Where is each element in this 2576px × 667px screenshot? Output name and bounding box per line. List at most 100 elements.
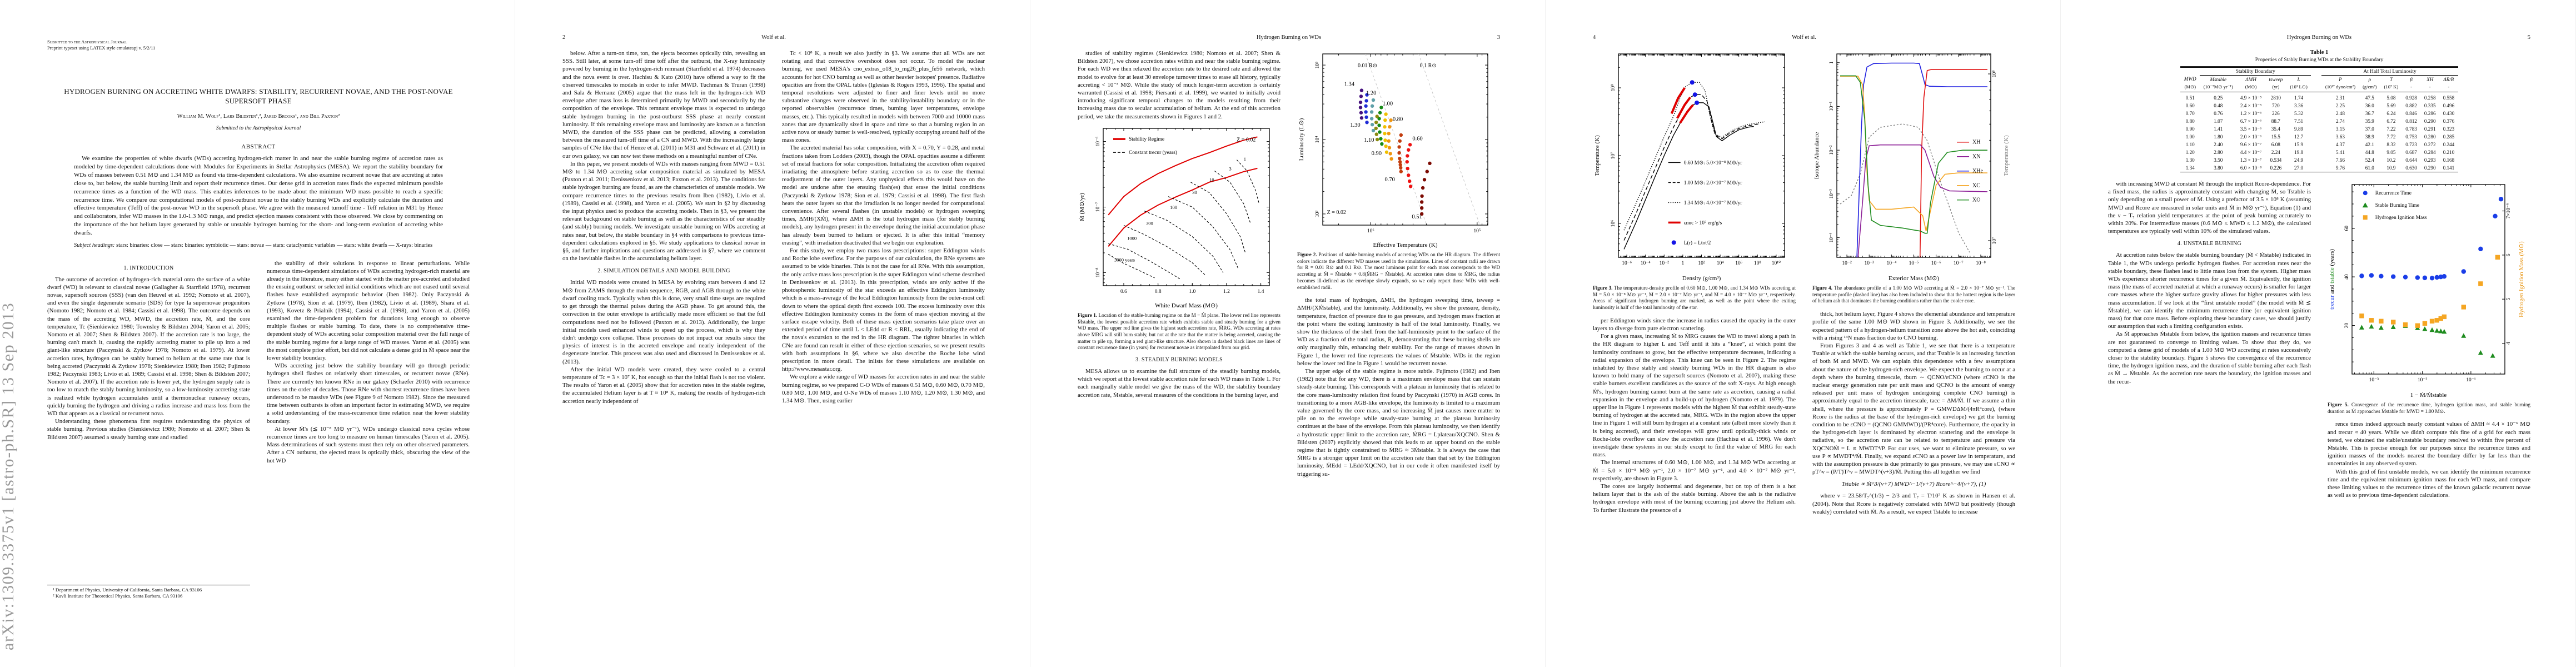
page-3: Hydrogen Burning on WDs 3 studies of sta… <box>1030 0 1546 667</box>
page2-column-2: Tc < 10⁸ K, a result we also justify in … <box>782 49 985 633</box>
svg-text:10⁸: 10⁸ <box>1611 84 1616 92</box>
svg-text:1 − Ṁ/Ṁstable: 1 − Ṁ/Ṁstable <box>2410 392 2447 399</box>
paragraph: As Ṁ approaches Ṁstable from below, the … <box>2108 331 2311 385</box>
svg-text:0.51: 0.51 <box>1412 214 1422 220</box>
page3-col2-text: the total mass of hydrogen, ΔMH, the hyd… <box>1297 296 1500 478</box>
table-row: 0.70 0.76 1.2 × 10⁻⁵ 226 5.32 2.48 36.7 6.24 0.8… <box>2185 110 2455 117</box>
paragraph: per Eddington winds since the increase i… <box>1593 317 1796 332</box>
figure-1-caption: Figure 1. Location of the stable-burning… <box>1078 312 1280 351</box>
preprint-note: Preprint typeset using LATEX style emula… <box>47 45 156 51</box>
svg-text:7×10⁻⁶: 7×10⁻⁶ <box>2506 203 2512 219</box>
authors-line: William M. Wolf¹, Lars Bildsten¹,², Jare… <box>177 113 340 120</box>
page3-col1-text: studies of stability regimes (Sienkiewic… <box>1078 49 1280 121</box>
paragraph: From Figures 3 and 4 as well as Table 1,… <box>1812 342 2015 476</box>
svg-text:10⁷: 10⁷ <box>1992 237 1997 245</box>
svg-text:10⁻³: 10⁻³ <box>2369 377 2379 383</box>
table-row: 1.10 2.40 9.6 × 10⁻⁷ 6.08 15.9 4.37 42.1 8.32 0.… <box>2185 141 2455 148</box>
svg-text:10⁴: 10⁴ <box>1717 261 1725 266</box>
page-2: 2 Wolf et al. below. After a turn-on tim… <box>515 0 1030 667</box>
figure-5-caption: Figure 5. Convergence of the recurrence … <box>2328 402 2530 414</box>
section-heading: 3. STEADILY BURNING MODELS <box>1135 357 1223 364</box>
paragraph: The outcome of accretion of hydrogen-ric… <box>47 276 250 417</box>
figure-3: 10⁻⁶ 10⁻⁴ 10⁻² 1 10² 10⁴ 10⁶ 10⁸ 10¹⁰ 10⁶ 10⁷ 10⁸ 0.… <box>1593 49 1796 311</box>
page2-col1-text: below. After a turn-on time, ton, the ej… <box>562 49 765 405</box>
svg-text:XO: XO <box>1972 197 1980 203</box>
table-row: 0.60 0.48 2.4 × 10⁻⁵ 720 3.36 2.25 36.0 5.69 0.8… <box>2185 102 2455 109</box>
arxiv-watermark: arXiv:1309.3375v1 [astro-ph.SR] 13 Sep 2… <box>0 302 17 650</box>
svg-text:0.80: 0.80 <box>1393 117 1403 123</box>
page2-running-head: 2 Wolf et al. <box>562 34 786 41</box>
paragraph: The cores are largely isothermal and deg… <box>1593 483 1796 514</box>
svg-text:10⁻¹: 10⁻¹ <box>1829 102 1835 112</box>
table-subtitle: Properties of Stably Burning WDs at the … <box>2255 57 2384 63</box>
page5-column-1: with increasing MWD at constant Ṁ throug… <box>2108 180 2311 591</box>
paragraph: For a given mass, increasing Ṁ to ṀRG ca… <box>1593 333 1796 459</box>
svg-text:10¹⁰: 10¹⁰ <box>1772 260 1781 266</box>
page4-col2-text: thick, hot helium layer, Figure 4 shows … <box>1812 310 2015 516</box>
svg-text:10⁻³: 10⁻³ <box>1865 261 1875 266</box>
svg-text:10⁶: 10⁶ <box>1611 220 1616 227</box>
figure-1: 0.6 0.8 1.0 1.2 1.4 10⁻⁸ 10⁻⁷ 10⁻⁶ Z = 0.02 3000 … <box>1078 124 1280 351</box>
table-row: 0.90 1.41 3.5 × 10⁻⁶ 35.4 9.89 3.15 37.0 7.22 0.… <box>2185 126 2455 132</box>
table-1-grid: Stability Boundary At Half Total Luminosi… <box>2180 66 2458 172</box>
svg-text:10⁻⁶: 10⁻⁶ <box>1095 136 1101 146</box>
svg-text:Stability Regime: Stability Regime <box>1129 137 1164 142</box>
paragraph: With this grid of first unstable models,… <box>2328 468 2530 499</box>
paragraph: The accreted material has solar composit… <box>782 145 985 246</box>
svg-text:10⁻²: 10⁻² <box>1660 261 1670 266</box>
figure-2-caption: Figure 2. Positions of stable burning mo… <box>1297 252 1500 290</box>
svg-text:XN: XN <box>1972 154 1980 160</box>
svg-text:10⁻³: 10⁻³ <box>1829 189 1835 199</box>
svg-text:0.60 M⊙: 5.0×10⁻⁸ M⊙/yr: 0.60 M⊙: 5.0×10⁻⁸ M⊙/yr <box>1684 160 1743 166</box>
section-heading: 4. UNSTABLE BURNING <box>2177 241 2242 247</box>
svg-text:40: 40 <box>2344 274 2350 280</box>
page5-col2-text: rence times indeed approach nearly const… <box>2328 420 2530 499</box>
paragraph: thick, hot helium layer, Figure 4 shows … <box>1812 311 2015 341</box>
abstract-heading: ABSTRACT <box>241 143 276 150</box>
svg-text:XC: XC <box>1972 183 1980 189</box>
paragraph: Tc < 10⁸ K, a result we also justify in … <box>782 50 985 144</box>
svg-text:1.00: 1.00 <box>1383 101 1393 107</box>
figure-3-caption: Figure 3. The temperature-density profil… <box>1593 285 1796 311</box>
svg-text:1.10: 1.10 <box>1364 137 1374 143</box>
paragraph: WDs accreting just below the stability b… <box>267 362 470 425</box>
svg-text:10⁻⁷: 10⁻⁷ <box>1954 261 1964 266</box>
equation: Tstable ∝ Ṁ^3/(ν+7) MWD^−1/(ν+7) Rcore^−… <box>1841 481 1986 488</box>
svg-text:εnuc > 10⁷ erg/g/s: εnuc > 10⁷ erg/g/s <box>1684 220 1722 226</box>
svg-text:0.6: 0.6 <box>1120 289 1127 295</box>
page5-running-head: Hydrogen Burning on WDs 5 <box>2286 34 2530 41</box>
svg-text:1: 1 <box>1244 156 1246 162</box>
svg-text:20: 20 <box>2344 323 2350 328</box>
svg-text:60: 60 <box>2344 226 2350 231</box>
svg-text:10⁻⁶: 10⁻⁶ <box>1931 261 1941 266</box>
figure-4-caption: Figure 4. The abundance profile of a 1.0… <box>1812 285 2015 304</box>
svg-text:10³: 10³ <box>1315 211 1321 218</box>
svg-text:Hydrogen Ignition Mass (M⊙): Hydrogen Ignition Mass (M⊙) <box>2518 241 2525 317</box>
svg-text:Temperature (K): Temperature (K) <box>1594 135 1601 176</box>
figure-2: 10⁶ 10⁵ 10³ 10⁴ 10⁵ 1.34 1.20 1.00 1.30 0.80 1.10 0… <box>1297 49 1500 291</box>
paper-title: HYDROGEN BURNING ON ACCRETING WHITE DWAR… <box>64 87 453 105</box>
svg-text:10⁴: 10⁴ <box>1315 136 1321 143</box>
page3-col1-after-text: 3. STEADILY BURNING MODELS MESA allows us… <box>1078 357 1280 399</box>
page2-number: 2 <box>562 34 566 41</box>
paragraph: MESA allows us to examine the full struc… <box>1078 368 1280 399</box>
svg-text:1.00 M⊙: 2.0×10⁻⁷ M⊙/yr: 1.00 M⊙: 2.0×10⁻⁷ M⊙/yr <box>1684 180 1743 186</box>
svg-text:10⁻¹: 10⁻¹ <box>2466 377 2476 383</box>
svg-text:XHe: XHe <box>1972 168 1983 175</box>
abstract-text: We examine the properties of white dwarf… <box>74 155 443 237</box>
paragraph: the total mass of hydrogen, ΔMH, the hyd… <box>1297 297 1500 367</box>
paragraph: In this paper, we present models of WDs … <box>562 160 765 262</box>
paragraph: where ν = 23.58/T₇^(1/3) − 2/3 and T₇ = … <box>1812 492 2015 515</box>
table-row: 1.34 3.80 6.0 × 10⁻⁸ 0.226 27.0 9.76 61.0 10.9 0… <box>2185 165 2455 171</box>
paragraph: The internal structures of 0.60 M⊙, 1.00… <box>1593 459 1796 482</box>
paragraph: with increasing MWD at constant Ṁ throug… <box>2108 181 2311 235</box>
svg-text:Exterior Mass (M⊙): Exterior Mass (M⊙) <box>1889 275 1939 282</box>
svg-text:10⁷: 10⁷ <box>1611 152 1616 160</box>
svg-text:10⁻⁵: 10⁻⁵ <box>1909 261 1919 266</box>
paragraph: below. After a turn-on time, ton, the ej… <box>562 50 765 160</box>
figure-1-chart: 0.6 0.8 1.0 1.2 1.4 10⁻⁸ 10⁻⁷ 10⁻⁶ Z = 0.02 3000 … <box>1078 124 1280 310</box>
submitted-line: Submitted to the Astrophysical Journal <box>216 125 301 131</box>
figure-4-chart: 10⁻² 10⁻³ 10⁻⁴ 10⁻⁵ 10⁻⁶ 10⁻⁷ 10⁻⁸ 1 10⁻¹ 10⁻² 10⁻… <box>1812 49 2015 283</box>
paragraph: Initial WD models were created in MESA b… <box>562 279 765 365</box>
